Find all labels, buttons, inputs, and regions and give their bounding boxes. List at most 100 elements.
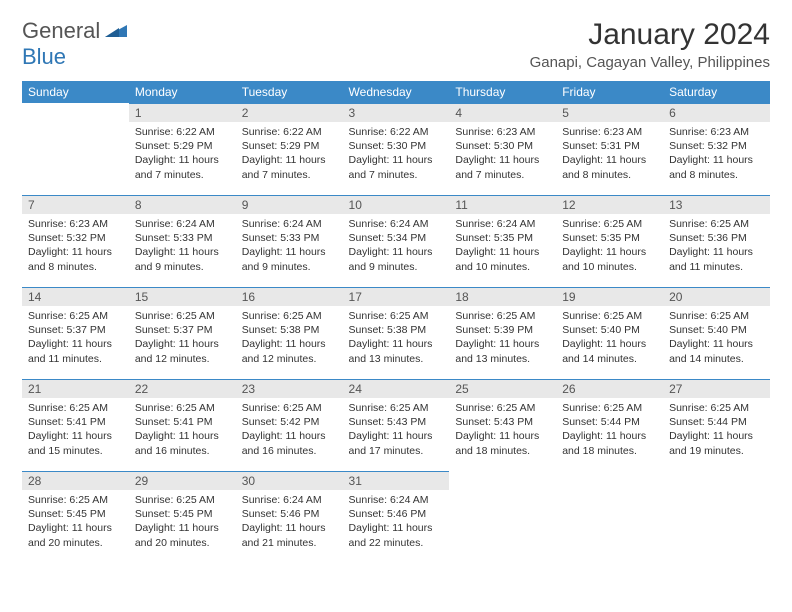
calendar-cell: 19Sunrise: 6:25 AMSunset: 5:40 PMDayligh… — [556, 287, 663, 379]
day-info: Sunrise: 6:25 AMSunset: 5:44 PMDaylight:… — [663, 398, 770, 464]
calendar-cell: 5Sunrise: 6:23 AMSunset: 5:31 PMDaylight… — [556, 103, 663, 195]
sunrise-text: Sunrise: 6:25 AM — [135, 493, 230, 507]
day-info: Sunrise: 6:24 AMSunset: 5:33 PMDaylight:… — [129, 214, 236, 280]
weekday-header: Friday — [556, 81, 663, 103]
sunrise-text: Sunrise: 6:25 AM — [562, 217, 657, 231]
calendar-body: 1Sunrise: 6:22 AMSunset: 5:29 PMDaylight… — [22, 103, 770, 563]
sunset-text: Sunset: 5:38 PM — [349, 323, 444, 337]
daylight-text: Daylight: 11 hours and 15 minutes. — [28, 429, 123, 457]
daylight-text: Daylight: 11 hours and 21 minutes. — [242, 521, 337, 549]
daylight-text: Daylight: 11 hours and 18 minutes. — [562, 429, 657, 457]
sunrise-text: Sunrise: 6:23 AM — [562, 125, 657, 139]
month-title: January 2024 — [530, 18, 770, 52]
sunrise-text: Sunrise: 6:24 AM — [349, 493, 444, 507]
daylight-text: Daylight: 11 hours and 13 minutes. — [455, 337, 550, 365]
sunrise-text: Sunrise: 6:24 AM — [242, 217, 337, 231]
day-info: Sunrise: 6:25 AMSunset: 5:39 PMDaylight:… — [449, 306, 556, 372]
sunset-text: Sunset: 5:37 PM — [135, 323, 230, 337]
calendar-week-row: 21Sunrise: 6:25 AMSunset: 5:41 PMDayligh… — [22, 379, 770, 471]
day-info: Sunrise: 6:25 AMSunset: 5:37 PMDaylight:… — [129, 306, 236, 372]
calendar-cell — [663, 471, 770, 563]
calendar-cell: 7Sunrise: 6:23 AMSunset: 5:32 PMDaylight… — [22, 195, 129, 287]
day-info: Sunrise: 6:25 AMSunset: 5:37 PMDaylight:… — [22, 306, 129, 372]
day-info: Sunrise: 6:25 AMSunset: 5:40 PMDaylight:… — [663, 306, 770, 372]
daylight-text: Daylight: 11 hours and 8 minutes. — [28, 245, 123, 273]
day-number: 10 — [343, 195, 450, 214]
calendar-cell: 17Sunrise: 6:25 AMSunset: 5:38 PMDayligh… — [343, 287, 450, 379]
sunrise-text: Sunrise: 6:25 AM — [135, 309, 230, 323]
daylight-text: Daylight: 11 hours and 10 minutes. — [455, 245, 550, 273]
calendar-cell: 22Sunrise: 6:25 AMSunset: 5:41 PMDayligh… — [129, 379, 236, 471]
weekday-header: Thursday — [449, 81, 556, 103]
calendar-cell: 10Sunrise: 6:24 AMSunset: 5:34 PMDayligh… — [343, 195, 450, 287]
daylight-text: Daylight: 11 hours and 7 minutes. — [242, 153, 337, 181]
calendar-week-row: 7Sunrise: 6:23 AMSunset: 5:32 PMDaylight… — [22, 195, 770, 287]
day-info: Sunrise: 6:25 AMSunset: 5:38 PMDaylight:… — [236, 306, 343, 372]
sunset-text: Sunset: 5:33 PM — [135, 231, 230, 245]
calendar-cell: 2Sunrise: 6:22 AMSunset: 5:29 PMDaylight… — [236, 103, 343, 195]
calendar-cell: 26Sunrise: 6:25 AMSunset: 5:44 PMDayligh… — [556, 379, 663, 471]
calendar-cell — [556, 471, 663, 563]
calendar-cell: 23Sunrise: 6:25 AMSunset: 5:42 PMDayligh… — [236, 379, 343, 471]
calendar-cell: 21Sunrise: 6:25 AMSunset: 5:41 PMDayligh… — [22, 379, 129, 471]
calendar-week-row: 28Sunrise: 6:25 AMSunset: 5:45 PMDayligh… — [22, 471, 770, 563]
sunrise-text: Sunrise: 6:25 AM — [455, 401, 550, 415]
day-number: 26 — [556, 379, 663, 398]
sunset-text: Sunset: 5:33 PM — [242, 231, 337, 245]
day-info: Sunrise: 6:24 AMSunset: 5:46 PMDaylight:… — [236, 490, 343, 556]
day-number: 19 — [556, 287, 663, 306]
sunrise-text: Sunrise: 6:24 AM — [455, 217, 550, 231]
sunset-text: Sunset: 5:29 PM — [135, 139, 230, 153]
day-number: 8 — [129, 195, 236, 214]
day-number: 15 — [129, 287, 236, 306]
daylight-text: Daylight: 11 hours and 9 minutes. — [135, 245, 230, 273]
sunset-text: Sunset: 5:31 PM — [562, 139, 657, 153]
day-info: Sunrise: 6:25 AMSunset: 5:42 PMDaylight:… — [236, 398, 343, 464]
day-info: Sunrise: 6:25 AMSunset: 5:43 PMDaylight:… — [343, 398, 450, 464]
sunset-text: Sunset: 5:46 PM — [242, 507, 337, 521]
sunset-text: Sunset: 5:42 PM — [242, 415, 337, 429]
sunset-text: Sunset: 5:35 PM — [562, 231, 657, 245]
sunset-text: Sunset: 5:40 PM — [562, 323, 657, 337]
daylight-text: Daylight: 11 hours and 16 minutes. — [135, 429, 230, 457]
sunset-text: Sunset: 5:40 PM — [669, 323, 764, 337]
sunrise-text: Sunrise: 6:25 AM — [562, 401, 657, 415]
day-number: 3 — [343, 103, 450, 122]
daylight-text: Daylight: 11 hours and 9 minutes. — [349, 245, 444, 273]
day-info: Sunrise: 6:24 AMSunset: 5:33 PMDaylight:… — [236, 214, 343, 280]
sunset-text: Sunset: 5:36 PM — [669, 231, 764, 245]
day-info: Sunrise: 6:22 AMSunset: 5:30 PMDaylight:… — [343, 122, 450, 188]
daylight-text: Daylight: 11 hours and 17 minutes. — [349, 429, 444, 457]
calendar-cell: 18Sunrise: 6:25 AMSunset: 5:39 PMDayligh… — [449, 287, 556, 379]
day-info: Sunrise: 6:25 AMSunset: 5:40 PMDaylight:… — [556, 306, 663, 372]
sunset-text: Sunset: 5:34 PM — [349, 231, 444, 245]
daylight-text: Daylight: 11 hours and 7 minutes. — [135, 153, 230, 181]
sunrise-text: Sunrise: 6:25 AM — [669, 401, 764, 415]
sunrise-text: Sunrise: 6:25 AM — [242, 401, 337, 415]
sunset-text: Sunset: 5:35 PM — [455, 231, 550, 245]
day-number: 13 — [663, 195, 770, 214]
sunrise-text: Sunrise: 6:23 AM — [669, 125, 764, 139]
sunrise-text: Sunrise: 6:25 AM — [28, 401, 123, 415]
daylight-text: Daylight: 11 hours and 19 minutes. — [669, 429, 764, 457]
calendar-week-row: 1Sunrise: 6:22 AMSunset: 5:29 PMDaylight… — [22, 103, 770, 195]
day-number: 11 — [449, 195, 556, 214]
day-info: Sunrise: 6:25 AMSunset: 5:41 PMDaylight:… — [22, 398, 129, 464]
day-number: 25 — [449, 379, 556, 398]
daylight-text: Daylight: 11 hours and 10 minutes. — [562, 245, 657, 273]
calendar-cell: 4Sunrise: 6:23 AMSunset: 5:30 PMDaylight… — [449, 103, 556, 195]
day-number: 28 — [22, 471, 129, 490]
sunset-text: Sunset: 5:39 PM — [455, 323, 550, 337]
sunrise-text: Sunrise: 6:25 AM — [349, 309, 444, 323]
weekday-header-row: Sunday Monday Tuesday Wednesday Thursday… — [22, 81, 770, 103]
sunrise-text: Sunrise: 6:25 AM — [669, 309, 764, 323]
daylight-text: Daylight: 11 hours and 12 minutes. — [242, 337, 337, 365]
day-info: Sunrise: 6:25 AMSunset: 5:41 PMDaylight:… — [129, 398, 236, 464]
header: General January 2024 Ganapi, Cagayan Val… — [22, 18, 770, 71]
daylight-text: Daylight: 11 hours and 14 minutes. — [669, 337, 764, 365]
daylight-text: Daylight: 11 hours and 20 minutes. — [135, 521, 230, 549]
sunrise-text: Sunrise: 6:22 AM — [135, 125, 230, 139]
sunrise-text: Sunrise: 6:22 AM — [242, 125, 337, 139]
day-info: Sunrise: 6:23 AMSunset: 5:31 PMDaylight:… — [556, 122, 663, 188]
sunrise-text: Sunrise: 6:25 AM — [669, 217, 764, 231]
